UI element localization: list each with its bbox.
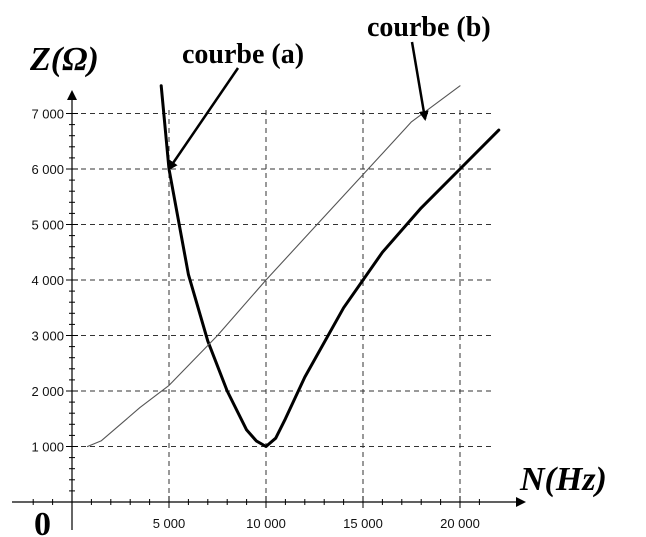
y-tick-label: 2 000: [31, 384, 64, 399]
y-tick-label: 1 000: [31, 440, 64, 455]
y-tick-label: 3 000: [31, 329, 64, 344]
annotation-courbe-a: courbe (a): [182, 39, 304, 70]
x-tick-label: 15 000: [343, 516, 383, 531]
y-tick-label: 6 000: [31, 162, 64, 177]
y-tick-label: 7 000: [31, 107, 64, 122]
grid: [72, 110, 495, 502]
x-axis-title: N(Hz): [519, 461, 607, 498]
x-tick-label: 5 000: [153, 516, 186, 531]
x-tick-label: 20 000: [440, 516, 480, 531]
annotation-arrow-a: [167, 67, 240, 171]
series-layer: [86, 84, 501, 448]
x-tick-label: 10 000: [246, 516, 286, 531]
y-tick-label: 4 000: [31, 273, 64, 288]
annotation-courbe-b: courbe (b): [367, 12, 491, 43]
series-line-b: [86, 85, 461, 448]
annotation-arrow-b: [410, 41, 429, 122]
y-tick-label: 5 000: [31, 218, 64, 233]
annotations: courbe (a) courbe (b): [167, 12, 491, 171]
origin-label: 0: [34, 506, 51, 537]
y-axis-title: Z(Ω): [29, 41, 99, 78]
series-line-a: [159, 84, 501, 448]
labels-layer: 1 000 2 000 3 000 4 000 5 000 6 000 7 000 5 000…: [31, 107, 479, 532]
axes: [12, 90, 526, 530]
